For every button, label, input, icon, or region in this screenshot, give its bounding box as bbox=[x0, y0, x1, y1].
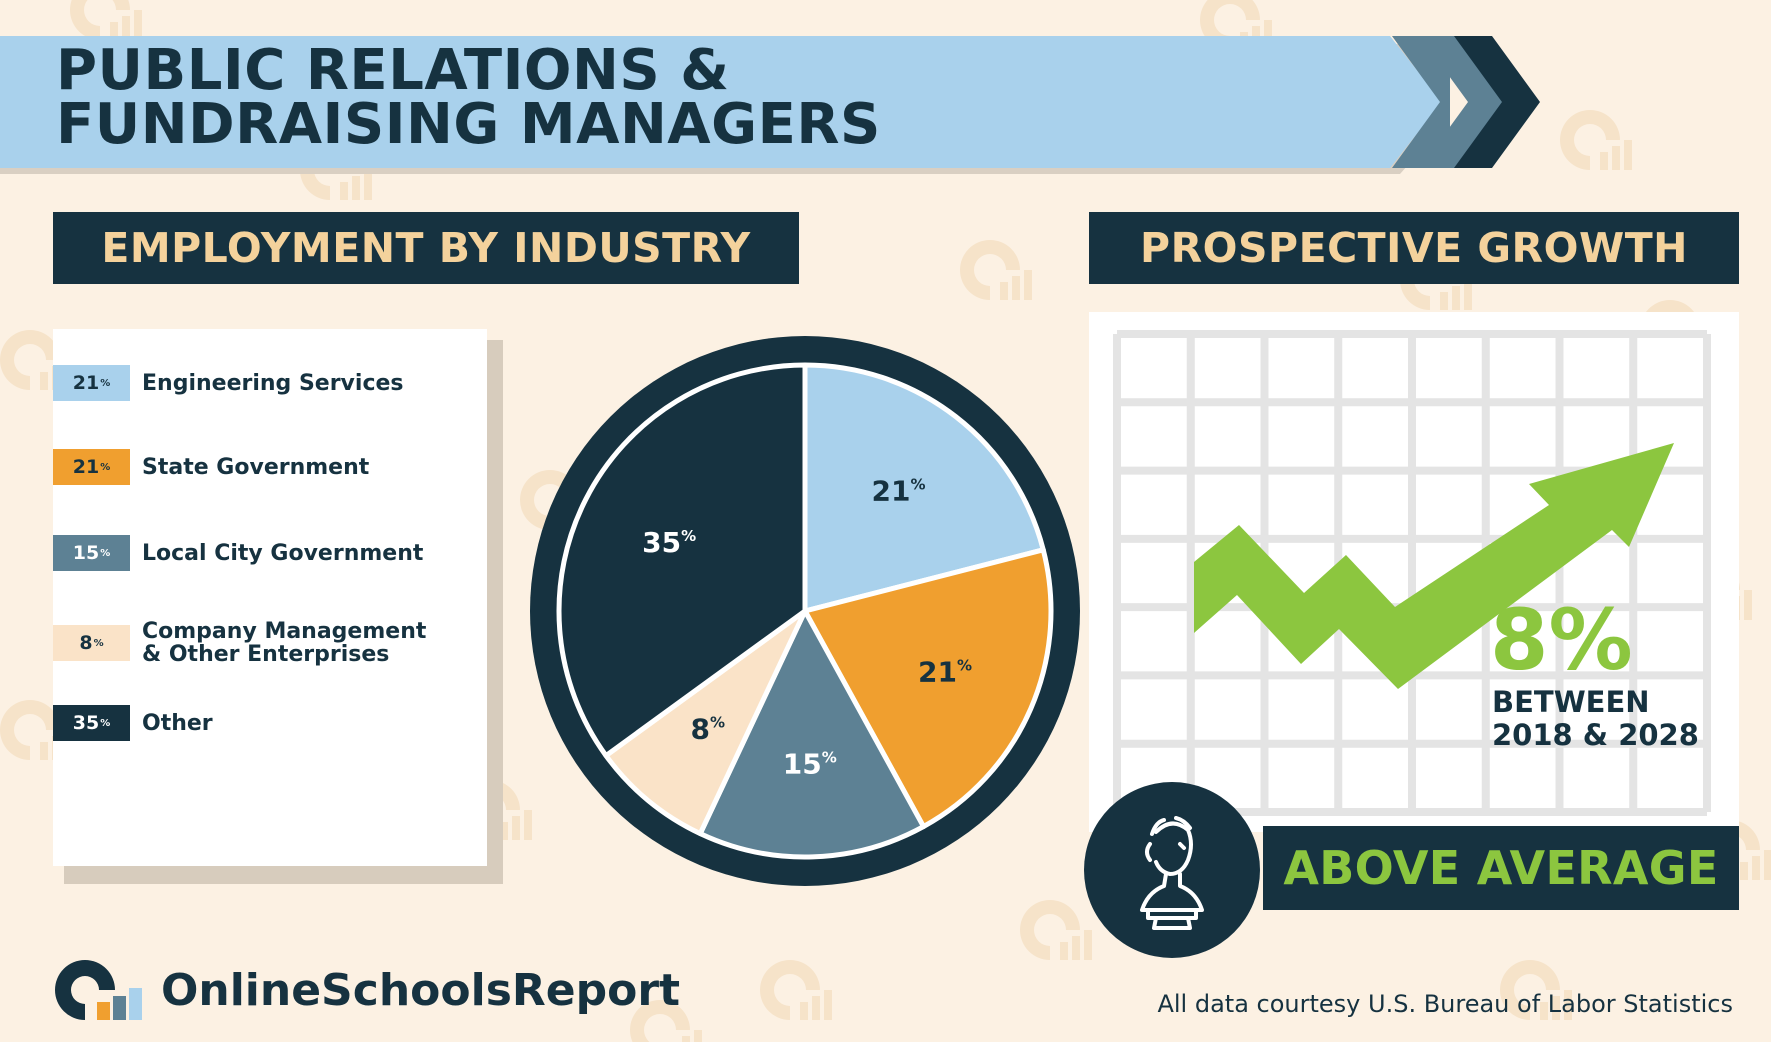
page-title: PUBLIC RELATIONS & FUNDRAISING MANAGERS bbox=[56, 38, 881, 157]
legend-item: 8% Company Management & Other Enterprise… bbox=[53, 620, 462, 666]
chart-legend: 21% Engineering Services 21% State Gover… bbox=[53, 329, 487, 866]
pie-slice-label: 21% bbox=[918, 656, 972, 689]
pie-slice bbox=[556, 362, 808, 759]
legend-item: 15% Local City Government bbox=[53, 535, 462, 571]
legend-value: 21 bbox=[72, 372, 100, 394]
brand-logo-icon bbox=[55, 960, 142, 1020]
legend-item: 21% Engineering Services bbox=[53, 365, 462, 401]
growth-heading-text: PROSPECTIVE GROWTH bbox=[1140, 224, 1688, 272]
brand-logo: OnlineSchoolsReport bbox=[53, 958, 680, 1022]
growth-period: BETWEEN 2018 & 2028 bbox=[1492, 685, 1699, 752]
pie-slice-label: 35% bbox=[642, 526, 696, 559]
title-line-2: FUNDRAISING MANAGERS bbox=[56, 92, 881, 157]
legend-swatch: 35% bbox=[53, 705, 130, 741]
chevron-double-icon bbox=[1420, 36, 1540, 168]
pie-slice bbox=[802, 362, 1046, 614]
legend-value: 21 bbox=[72, 456, 100, 478]
pie-slice bbox=[697, 608, 927, 860]
legend-label: Local City Government bbox=[142, 540, 424, 566]
outlook-banner: ABOVE AVERAGE bbox=[1263, 826, 1739, 910]
legend-label: Company Management & Other Enterprises bbox=[142, 619, 427, 667]
classical-bust-icon bbox=[1140, 816, 1204, 930]
legend-swatch: 21% bbox=[53, 365, 130, 401]
legend-item: 21% State Government bbox=[53, 449, 462, 485]
bust-badge bbox=[1084, 782, 1260, 958]
source-note: All data courtesy U.S. Bureau of Labor S… bbox=[1157, 990, 1733, 1018]
pie-slice-label: 15% bbox=[783, 747, 837, 780]
growth-heading: PROSPECTIVE GROWTH bbox=[1089, 212, 1739, 284]
legend-item: 35% Other bbox=[53, 705, 462, 741]
legend-swatch: 21% bbox=[53, 449, 130, 485]
growth-arrow-icon bbox=[1194, 443, 1674, 689]
chevron-light-icon bbox=[1392, 36, 1450, 168]
legend-label: Other bbox=[142, 710, 213, 736]
pie-slice bbox=[603, 608, 808, 837]
outlook-text: ABOVE AVERAGE bbox=[1283, 841, 1719, 895]
legend-swatch: 15% bbox=[53, 535, 130, 571]
title-banner bbox=[0, 36, 1450, 174]
employment-heading-text: EMPLOYMENT BY INDUSTRY bbox=[101, 224, 751, 272]
pie-slice bbox=[802, 547, 1054, 830]
brand-name: OnlineSchoolsReport bbox=[161, 964, 681, 1016]
growth-graph bbox=[1113, 330, 1711, 816]
legend-value: 35 bbox=[72, 712, 100, 734]
legend-value: 15 bbox=[72, 542, 100, 564]
pie-chart: 21% 21% 15% 8% 35% bbox=[530, 336, 1080, 886]
legend-label: Engineering Services bbox=[142, 370, 404, 396]
pie-slice-label: 8% bbox=[691, 713, 726, 746]
growth-value: 8% bbox=[1490, 591, 1633, 689]
title-line-1: PUBLIC RELATIONS & bbox=[56, 38, 730, 103]
legend-label: State Government bbox=[142, 454, 370, 480]
employment-heading: EMPLOYMENT BY INDUSTRY bbox=[53, 212, 799, 284]
legend-value: 8 bbox=[79, 632, 93, 654]
legend-swatch: 8% bbox=[53, 625, 130, 661]
pie-slice-label: 21% bbox=[871, 474, 925, 507]
